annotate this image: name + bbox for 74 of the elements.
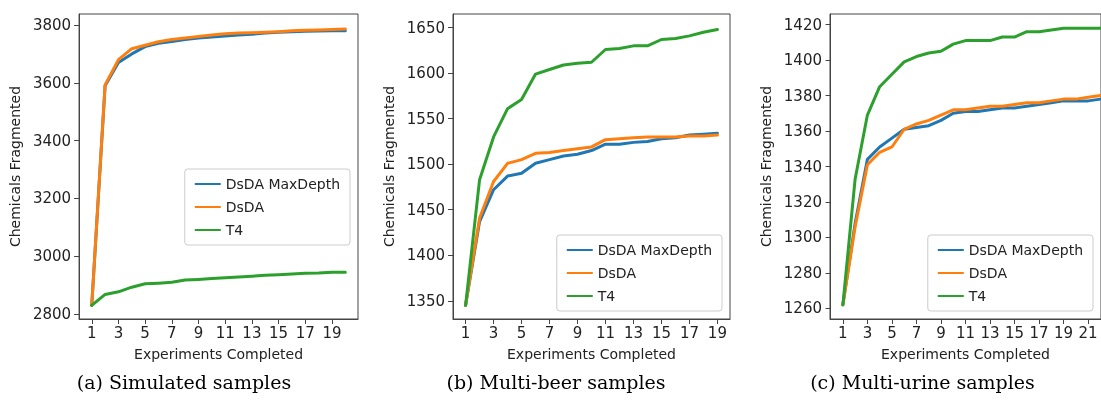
y-tick-label: 3600 bbox=[32, 73, 72, 92]
x-tick-label: 21 bbox=[1078, 323, 1098, 342]
legend-label: DsDA bbox=[968, 265, 1008, 281]
y-tick-label: 1350 bbox=[406, 291, 445, 310]
x-tick-label: 19 bbox=[322, 323, 342, 342]
y-tick-label: 1360 bbox=[783, 122, 822, 141]
y-tick-label: 1550 bbox=[406, 109, 445, 128]
y-tick-label: 3400 bbox=[32, 131, 72, 150]
legend-label: DsDA MaxDepth bbox=[597, 242, 713, 258]
x-tick-label: 5 bbox=[140, 323, 150, 342]
y-tick-label: 1320 bbox=[783, 192, 822, 211]
y-tick-label: 3000 bbox=[32, 247, 72, 266]
y-tick-label: 1340 bbox=[783, 157, 822, 176]
line-series bbox=[90, 270, 347, 307]
x-tick-label: 1 bbox=[460, 323, 471, 342]
y-tick-label: 1400 bbox=[406, 246, 445, 265]
x-tick-label: 9 bbox=[572, 323, 583, 342]
x-tick-label: 3 bbox=[862, 323, 873, 342]
y-tick-label: 1450 bbox=[406, 200, 445, 219]
x-tick-label: 1 bbox=[838, 323, 848, 342]
x-tick-label: 7 bbox=[544, 323, 555, 342]
y-tick-label: 1420 bbox=[783, 15, 822, 34]
y-tick-label: 2800 bbox=[32, 305, 72, 324]
text: (c) Multi-urine samples bbox=[810, 370, 1035, 393]
legend-label: T4 bbox=[596, 288, 616, 304]
x-tick-label: 17 bbox=[1029, 323, 1049, 342]
x-tick-label: 5 bbox=[516, 323, 527, 342]
y-tick-label: 1650 bbox=[406, 18, 445, 37]
text: (a) Simulated samples bbox=[76, 370, 292, 393]
x-tick-label: 19 bbox=[1054, 323, 1074, 342]
x-tick-label: 7 bbox=[167, 323, 177, 342]
y-tick-label: 1280 bbox=[783, 263, 822, 282]
x-axis-title: Experiments Completed bbox=[134, 346, 304, 362]
y-tick-label: 3800 bbox=[32, 15, 72, 34]
x-tick-label: 7 bbox=[911, 323, 922, 342]
x-axis-title: Experiments Completed bbox=[507, 346, 676, 362]
x-tick-label: 11 bbox=[595, 323, 616, 342]
x-tick-label: 17 bbox=[295, 323, 315, 342]
x-tick-label: 1 bbox=[86, 323, 97, 342]
x-tick-label: 9 bbox=[193, 323, 204, 342]
y-tick-label: 1500 bbox=[406, 155, 445, 174]
y-tick-label: 1260 bbox=[783, 299, 822, 318]
x-tick-label: 11 bbox=[955, 323, 976, 342]
x-tick-label: 15 bbox=[651, 323, 671, 342]
legend-label: T4 bbox=[224, 222, 244, 238]
y-axis-title: Chemicals Fragmented bbox=[757, 85, 774, 248]
legend-label: T4 bbox=[967, 288, 987, 304]
y-tick-label: 1380 bbox=[783, 86, 822, 105]
x-tick-label: 3 bbox=[488, 323, 499, 342]
x-tick-label: 15 bbox=[269, 323, 289, 342]
x-tick-label: 13 bbox=[980, 323, 1000, 342]
x-tick-label: 5 bbox=[887, 323, 897, 342]
y-tick-label: 1600 bbox=[406, 64, 445, 83]
legend-label: DsDA MaxDepth bbox=[225, 176, 341, 192]
line-series bbox=[841, 26, 1101, 307]
y-tick-label: 1400 bbox=[783, 51, 822, 70]
y-tick-label: 3200 bbox=[32, 189, 72, 208]
y-axis-title: Chemicals Fragmented bbox=[7, 85, 23, 248]
y-axis-title: Chemicals Fragmented bbox=[380, 85, 397, 248]
x-tick-label: 13 bbox=[623, 323, 644, 342]
x-tick-label: 17 bbox=[679, 323, 699, 342]
x-axis-title: Experiments Completed bbox=[881, 346, 1050, 362]
x-tick-label: 3 bbox=[113, 323, 124, 342]
legend-label: DsDA MaxDepth bbox=[968, 242, 1084, 258]
legend-label: DsDA bbox=[225, 199, 265, 215]
x-tick-label: 11 bbox=[215, 323, 235, 342]
text: (b) Multi-beer samples bbox=[446, 370, 666, 393]
legend-label: DsDA bbox=[597, 265, 637, 281]
line-series bbox=[464, 27, 719, 307]
x-tick-label: 13 bbox=[242, 323, 262, 342]
x-tick-label: 15 bbox=[1005, 323, 1025, 342]
x-tick-label: 9 bbox=[936, 323, 946, 342]
x-tick-label: 19 bbox=[707, 323, 727, 342]
y-tick-label: 1300 bbox=[783, 228, 822, 247]
